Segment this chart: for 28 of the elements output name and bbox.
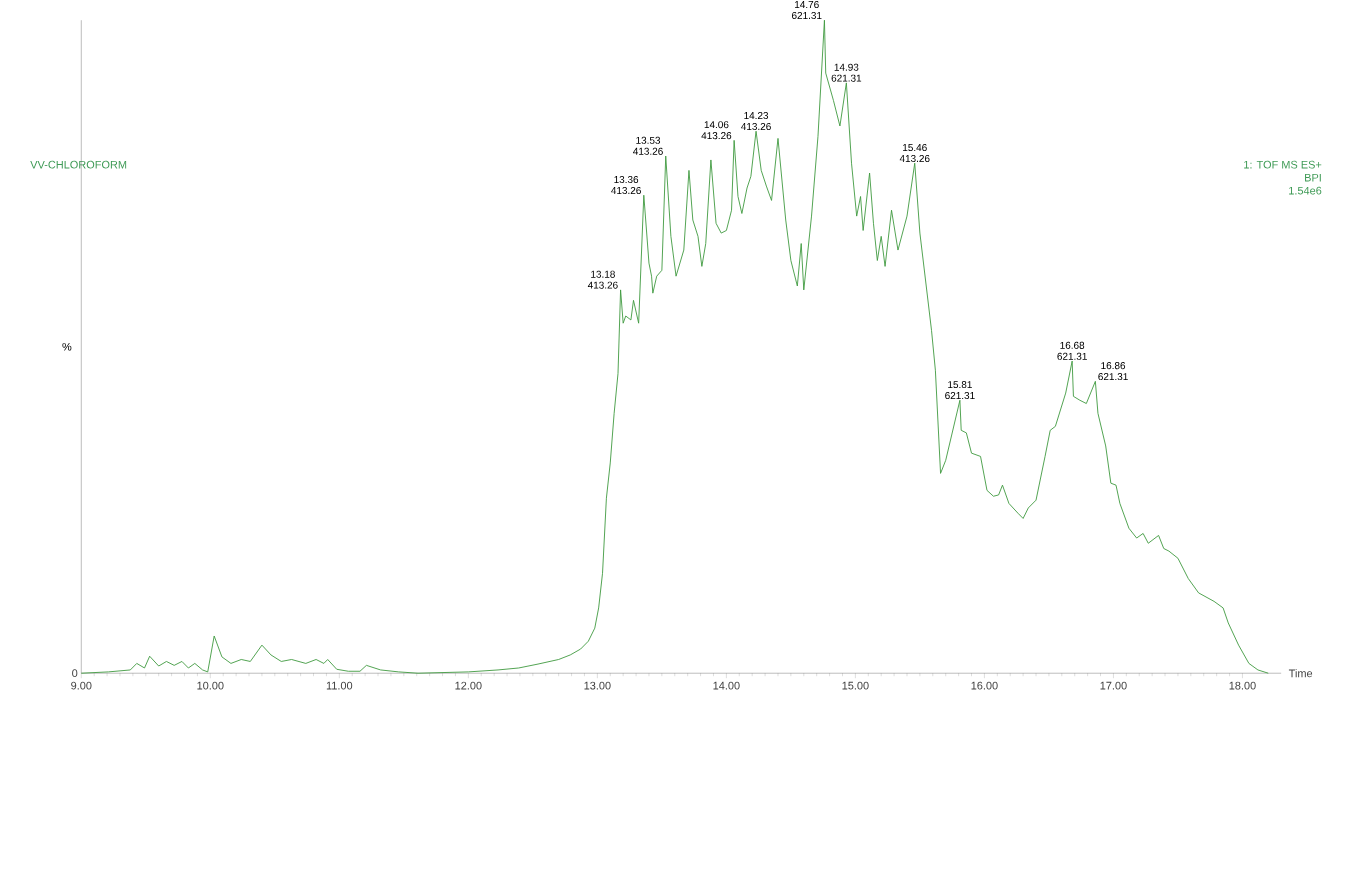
x-tick-label: 9.00	[71, 681, 92, 690]
annotation: 13.36 413.26	[611, 176, 641, 195]
x-tick-label: 16.00	[971, 681, 998, 690]
annotation: 15.81 621.31	[945, 381, 975, 400]
annotation: 1: TOF MS ES+	[1244, 160, 1322, 169]
annotation: 16.68 621.31	[1057, 342, 1087, 361]
x-tick-label: 18.00	[1229, 681, 1256, 690]
x-tick-label: 12.00	[455, 681, 482, 690]
annotation: 14.93 621.31	[831, 63, 862, 82]
annotation: 14.23 413.26	[741, 112, 771, 131]
x-tick-label: 14.00	[713, 681, 740, 690]
annotation: 13.53 413.26	[633, 136, 663, 155]
annotation: 15.46 413.26	[899, 144, 930, 163]
text: 1.54e6	[1289, 186, 1322, 195]
x-tick-label: 13.00	[584, 681, 611, 690]
x-tick-label: 17.00	[1100, 681, 1127, 690]
text: VV-CHLOROFORM	[30, 160, 127, 169]
annotation: 16.86 621.31	[1098, 362, 1128, 381]
y-axis-title: %	[62, 343, 72, 351]
annotation: 13.18 413.26	[587, 270, 618, 289]
x-tick-label: 11.00	[326, 681, 353, 690]
text: BPI	[1305, 174, 1321, 182]
annotation: 0	[72, 669, 78, 678]
x-tick-label: 10.00	[197, 681, 224, 690]
annotation: 14.76 621.31	[792, 1, 822, 20]
annotation: 14.06 413.26	[701, 121, 732, 140]
x-axis-title: Time	[1288, 669, 1313, 678]
x-tick-label: 15.00	[842, 681, 869, 690]
